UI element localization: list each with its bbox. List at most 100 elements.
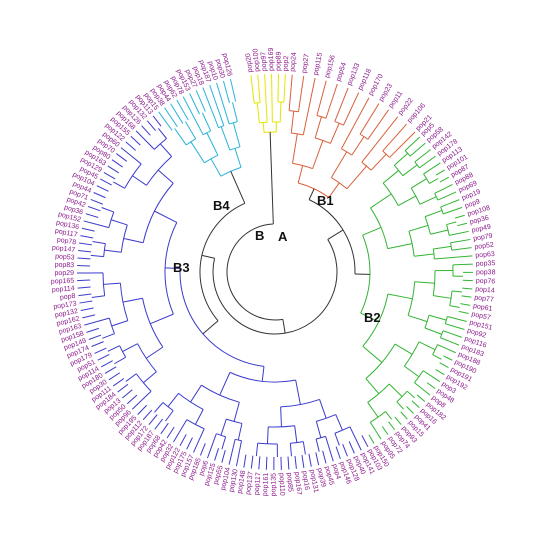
leaf-branch xyxy=(155,419,163,429)
internal-branch xyxy=(447,222,457,225)
leaf-branch xyxy=(308,78,315,113)
leaf-branch xyxy=(77,280,90,281)
leaf-branch xyxy=(440,363,449,368)
internal-branch xyxy=(343,109,351,125)
internal-branch xyxy=(298,166,303,183)
leaf-label: pop63 xyxy=(475,251,495,260)
internal-branch xyxy=(434,257,452,258)
internal-branch xyxy=(150,314,173,324)
leaf-branch xyxy=(251,75,253,88)
leaf-label: pop165 xyxy=(51,278,75,286)
leaf-branch xyxy=(378,110,388,125)
internal-branch xyxy=(199,429,204,441)
internal-branch xyxy=(445,324,455,327)
internal-branch xyxy=(389,384,402,397)
leaf-label: pop35 xyxy=(476,260,496,268)
leaf-branch xyxy=(244,455,246,468)
internal-branch xyxy=(252,88,254,103)
internal-branch xyxy=(212,434,216,446)
internal-branch xyxy=(194,117,203,135)
internal-branch xyxy=(220,372,230,395)
internal-branch xyxy=(145,140,154,149)
leaf-branch xyxy=(440,177,449,182)
internal-branch xyxy=(143,372,156,383)
clade-label-b4: B4 xyxy=(213,198,230,213)
leaf-branch xyxy=(332,84,338,101)
leaf-branch xyxy=(147,121,155,131)
leaf-branch xyxy=(422,389,430,395)
internal-branch xyxy=(262,366,264,381)
leaf-branch xyxy=(444,184,453,188)
leaf-branch xyxy=(229,452,232,465)
internal-branch xyxy=(93,241,106,243)
leaf-branch xyxy=(217,83,224,105)
internal-branch xyxy=(440,338,449,342)
leaf-branch xyxy=(203,88,211,109)
internal-branch xyxy=(168,393,179,406)
internal-branch xyxy=(126,374,136,382)
leaf-branch xyxy=(118,384,128,392)
internal-branch xyxy=(222,437,226,449)
internal-branch xyxy=(414,383,422,389)
internal-branch xyxy=(313,140,323,168)
leaf-branch xyxy=(100,179,111,185)
leaf-branch xyxy=(418,143,426,150)
internal-branch xyxy=(433,355,442,360)
leaf-branch xyxy=(316,452,319,465)
leaf-branch xyxy=(459,311,469,313)
leaf-branch xyxy=(230,79,235,101)
leaf-branch xyxy=(349,441,354,453)
internal-branch xyxy=(320,399,327,418)
leaf-branch xyxy=(101,361,112,367)
leaf-branch xyxy=(291,75,293,93)
leaf-branch xyxy=(121,148,131,156)
internal-branch xyxy=(281,407,282,427)
leaf-branch xyxy=(301,76,304,94)
leaf-branch xyxy=(78,287,91,288)
internal-branch xyxy=(435,189,444,193)
leaf-branch xyxy=(376,431,381,439)
leaf-branch xyxy=(323,451,326,464)
leaf-branch xyxy=(369,435,374,444)
leaf-branch xyxy=(322,81,327,98)
internal-branch xyxy=(191,142,205,163)
leaf-branch xyxy=(79,243,92,245)
leaf-branch xyxy=(309,454,311,467)
internal-branch xyxy=(175,129,186,145)
internal-branch xyxy=(103,283,120,284)
internal-branch xyxy=(315,117,321,138)
leaf-branch xyxy=(161,423,169,434)
leaf-branch xyxy=(288,457,289,470)
leaf-branch xyxy=(436,370,445,375)
internal-branch xyxy=(202,113,210,131)
branches xyxy=(77,74,473,470)
internal-branch xyxy=(291,111,294,133)
leaf-branch xyxy=(187,438,193,450)
leaf-branch xyxy=(455,327,465,330)
internal-branch xyxy=(404,366,419,377)
internal-branch xyxy=(303,113,307,135)
leaf-branch xyxy=(89,335,101,339)
leaf-branch xyxy=(165,108,178,127)
internal-branch xyxy=(280,102,281,122)
leaf-branch xyxy=(142,126,151,136)
leaf-branch xyxy=(343,444,348,456)
leaf-branch xyxy=(173,431,180,442)
internal-branch xyxy=(326,436,330,448)
internal-branch xyxy=(191,385,202,402)
leaf-branch xyxy=(462,248,472,249)
leaf-branch xyxy=(105,367,116,374)
internal-branch xyxy=(221,127,230,150)
leaf-branch xyxy=(116,154,126,162)
internal-branch xyxy=(123,344,138,352)
leaf-branch xyxy=(94,193,106,198)
internal-branch xyxy=(102,334,114,339)
internal-branch xyxy=(347,166,367,189)
leaf-branch xyxy=(81,308,94,311)
internal-branch xyxy=(235,148,241,167)
internal-branch xyxy=(158,128,166,138)
leaf-branch xyxy=(427,156,435,162)
leaf-branch xyxy=(98,354,110,360)
leaf-branch xyxy=(462,288,472,289)
leaf-branch xyxy=(450,341,459,345)
